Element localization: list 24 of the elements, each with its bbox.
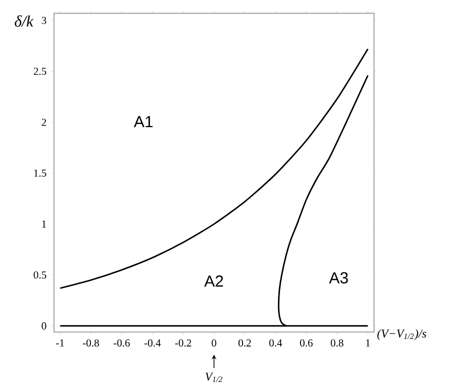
x-tick-label: -0.2 <box>175 339 192 347</box>
y-tick-label: 0.5 <box>34 271 46 279</box>
x-tick-label: -0.6 <box>114 339 130 347</box>
x-tick-label: 0.6 <box>300 339 313 347</box>
x-tick-label: 0.8 <box>330 339 344 347</box>
text: V$_{1/2}$ <box>206 372 222 382</box>
y-tick-label: 0 <box>42 322 46 330</box>
y-tick-label: 1.5 <box>34 170 46 177</box>
y-tick-label: 1 <box>42 220 46 228</box>
x-tick-label: 0.2 <box>238 339 251 347</box>
annotation: A3 <box>329 272 348 284</box>
annotation: A2 <box>204 275 223 287</box>
x-tick-label: -0.8 <box>82 339 99 347</box>
x-tick-label: 0 <box>212 339 216 347</box>
annotation: A1 <box>134 116 153 128</box>
x-tick-label: -1 <box>56 339 64 346</box>
x-tick-label: 1 <box>366 339 370 346</box>
x-tick-label: 0.4 <box>269 339 282 347</box>
y-axis-title: δ/k <box>14 15 34 27</box>
y-tick-label: 2 <box>42 118 46 126</box>
x-axis-title: (V−V$_{1/2}$)/s <box>377 329 426 340</box>
x-tick-label: -0.4 <box>144 339 161 347</box>
y-tick-label: 3 <box>42 16 46 24</box>
y-tick-label: 2.5 <box>34 68 46 75</box>
